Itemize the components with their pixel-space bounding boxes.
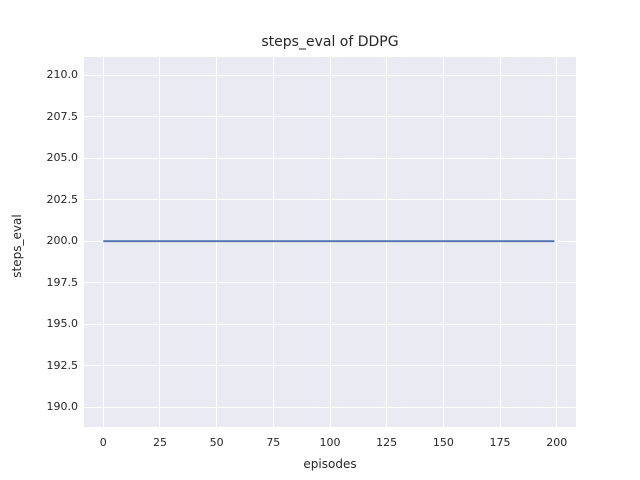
y-tick-label: 200.0 xyxy=(46,234,79,248)
gridline-x xyxy=(102,57,104,427)
series-layer xyxy=(103,240,555,243)
y-tick-label: 197.5 xyxy=(46,275,79,289)
y-tick-label: 192.5 xyxy=(46,358,79,372)
y-tick-label: 205.0 xyxy=(46,151,79,165)
x-tick-label: 100 xyxy=(319,436,341,449)
x-tick-label: 75 xyxy=(266,436,281,449)
y-tick-label: 195.0 xyxy=(46,317,79,331)
y-tick-label: 210.0 xyxy=(46,68,79,82)
x-tick-label: 50 xyxy=(209,436,224,449)
x-tick-label: 125 xyxy=(376,436,398,449)
y-axis-label: steps_eval xyxy=(10,214,24,278)
x-tick-label: 200 xyxy=(546,436,568,449)
plot-area xyxy=(84,57,576,427)
y-tick-label: 190.0 xyxy=(46,400,79,414)
x-axis-label: episodes xyxy=(303,457,357,471)
gridline-x xyxy=(556,57,558,427)
x-tick-label: 150 xyxy=(432,436,454,449)
y-tick-label: 207.5 xyxy=(46,109,79,123)
x-tick-label: 25 xyxy=(152,436,167,449)
x-tick-label: 175 xyxy=(489,436,511,449)
y-tick-label: 202.5 xyxy=(46,192,79,206)
chart-title: steps_eval of DDPG xyxy=(261,34,399,50)
x-tick-label: 0 xyxy=(99,436,107,449)
